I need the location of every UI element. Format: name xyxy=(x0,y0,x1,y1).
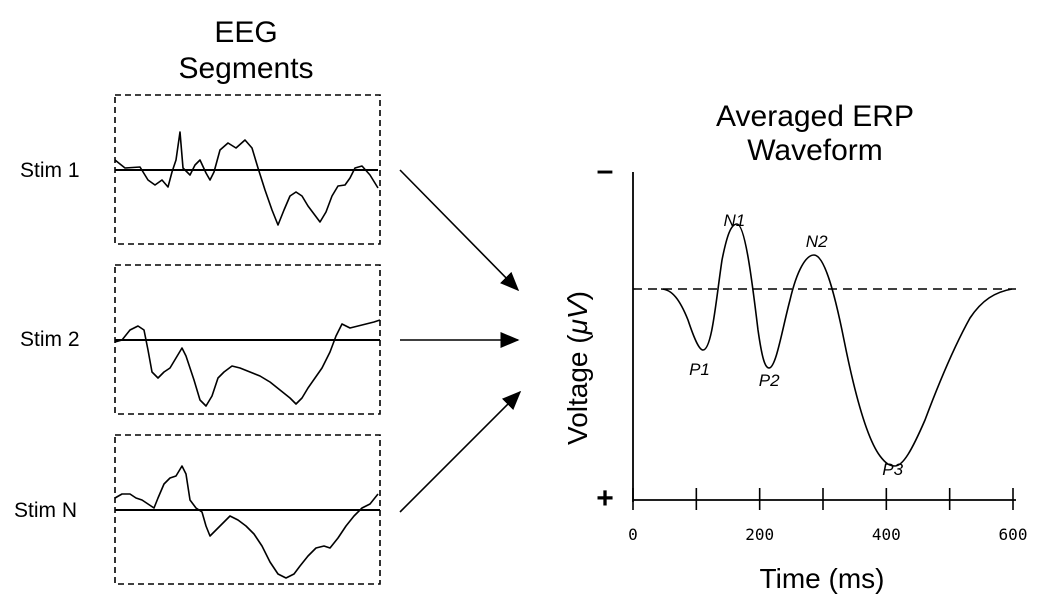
eeg-segment-n: Stim N xyxy=(14,434,381,585)
x-tick-label: 200 xyxy=(745,525,774,544)
y-axis-label-prefix: Voltage ( xyxy=(562,334,593,445)
x-tick-labels: 0 200 400 600 xyxy=(628,525,1027,544)
eeg-segment-1: Stim 1 xyxy=(20,94,381,245)
peak-labels: P1 N1 P2 N2 P3 xyxy=(689,211,904,479)
peak-label-p1: P1 xyxy=(689,360,710,379)
peak-label-n1: N1 xyxy=(723,211,745,230)
positive-sign: + xyxy=(596,482,614,515)
eeg-trace xyxy=(114,131,379,226)
stim-label: Stim N xyxy=(14,499,77,522)
eeg-title-line1: EEG xyxy=(214,16,277,49)
eeg-trace xyxy=(114,319,381,407)
erp-waveform-line xyxy=(660,223,1013,467)
y-axis-label-suffix: ) xyxy=(562,291,593,300)
x-ticks xyxy=(632,488,1014,510)
peak-label-n2: N2 xyxy=(806,232,828,251)
negative-sign: – xyxy=(597,154,614,187)
eeg-segment-2: Stim 2 xyxy=(20,264,381,415)
peak-label-p3: P3 xyxy=(882,460,903,479)
y-axis-label: Voltage (μV) xyxy=(562,291,593,445)
stim-label: Stim 1 xyxy=(20,159,80,182)
y-axis-label-unit: μV xyxy=(562,298,593,335)
arrow-stim-n xyxy=(399,390,522,513)
erp-title-line1: Averaged ERP xyxy=(716,100,914,133)
eeg-title-line2: Segments xyxy=(178,52,313,85)
eeg-trace xyxy=(114,465,379,579)
peak-label-p2: P2 xyxy=(759,371,780,390)
stim-label: Stim 2 xyxy=(20,328,80,351)
erp-title-line2: Waveform xyxy=(747,134,883,167)
x-tick-label: 0 xyxy=(628,525,638,544)
x-axis-label: Time (ms) xyxy=(760,563,885,594)
arrow-stim-1 xyxy=(399,169,520,292)
x-tick-label: 600 xyxy=(999,525,1028,544)
x-tick-label: 400 xyxy=(872,525,901,544)
